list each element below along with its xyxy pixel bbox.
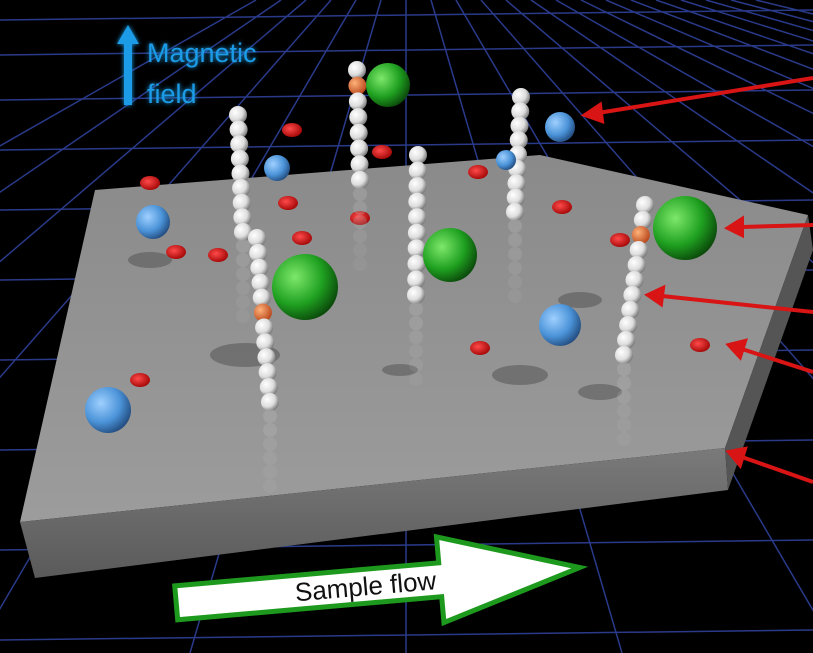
bead-reflection [617,404,631,418]
white-bead [407,255,425,273]
field-text-2: field [147,79,197,109]
white-bead [407,286,425,304]
bead-reflection [353,243,367,257]
blue-sphere [539,304,581,346]
green-sphere [272,254,338,320]
blue-sphere [85,387,131,433]
bead-reflection [263,479,277,493]
bead-reflection [617,418,631,432]
white-bead [349,92,367,110]
orange-bead [348,77,366,95]
bead-reflection [236,267,250,281]
red-cell [208,248,228,262]
bead-reflection [409,372,423,386]
bead-reflection [263,465,277,479]
white-bead [506,203,524,221]
bead-reflection [263,423,277,437]
bead-reflection [409,302,423,316]
white-bead [349,108,367,126]
red-cell [610,233,630,247]
white-bead [261,393,279,411]
blue-sphere [136,205,170,239]
blue-sphere [496,150,516,170]
bead-reflection [236,281,250,295]
white-bead [408,239,426,257]
white-bead [351,171,369,189]
white-bead [615,346,633,364]
page: Magnetic field Sample flow (() => { cons… [0,0,813,653]
bead-reflection [353,257,367,271]
white-bead [409,146,427,164]
blue-sphere [264,155,290,181]
bead-reflection [236,253,250,267]
bead-reflection [409,316,423,330]
red-cell [282,123,302,137]
red-cell [552,200,572,214]
white-bead [409,162,427,180]
bead-reflection [617,362,631,376]
red-cell [372,145,392,159]
red-cell [292,231,312,245]
bead-reflection [263,451,277,465]
bead-reflection [508,219,522,233]
bead-reflection [508,233,522,247]
bead-reflection [409,344,423,358]
bead-reflection [617,432,631,446]
red-cell [468,165,488,179]
white-bead [348,61,366,79]
bead-reflection [508,261,522,275]
red-cell [470,341,490,355]
bead-reflection [617,376,631,390]
red-cell [166,245,186,259]
green-sphere [366,63,410,107]
bead-reflection [353,201,367,215]
white-bead [408,193,426,211]
green-sphere [653,196,717,260]
white-bead [409,177,427,195]
white-bead [350,140,368,158]
bead-reflection [508,289,522,303]
bead-reflection [353,229,367,243]
red-cell [690,338,710,352]
red-cell [130,373,150,387]
bead-reflection [508,275,522,289]
bead-reflection [236,309,250,323]
bead-reflection [236,295,250,309]
bead-reflection [236,239,250,253]
bead-reflection [353,215,367,229]
bead-reflection [617,390,631,404]
field-text-1: Magnetic [147,38,257,68]
blue-sphere [545,112,575,142]
bead-reflection [409,330,423,344]
white-bead [408,224,426,242]
green-sphere [423,228,477,282]
white-bead [350,124,368,142]
bead-reflection [263,409,277,423]
red-cell [278,196,298,210]
red-cell [140,176,160,190]
bead-reflection [263,437,277,451]
bead-reflection [508,247,522,261]
white-bead [351,155,369,173]
white-bead [408,208,426,226]
white-bead [407,270,425,288]
bead-reflection [409,358,423,372]
scene: Magnetic field Sample flow [0,0,813,653]
bead-reflection [353,187,367,201]
